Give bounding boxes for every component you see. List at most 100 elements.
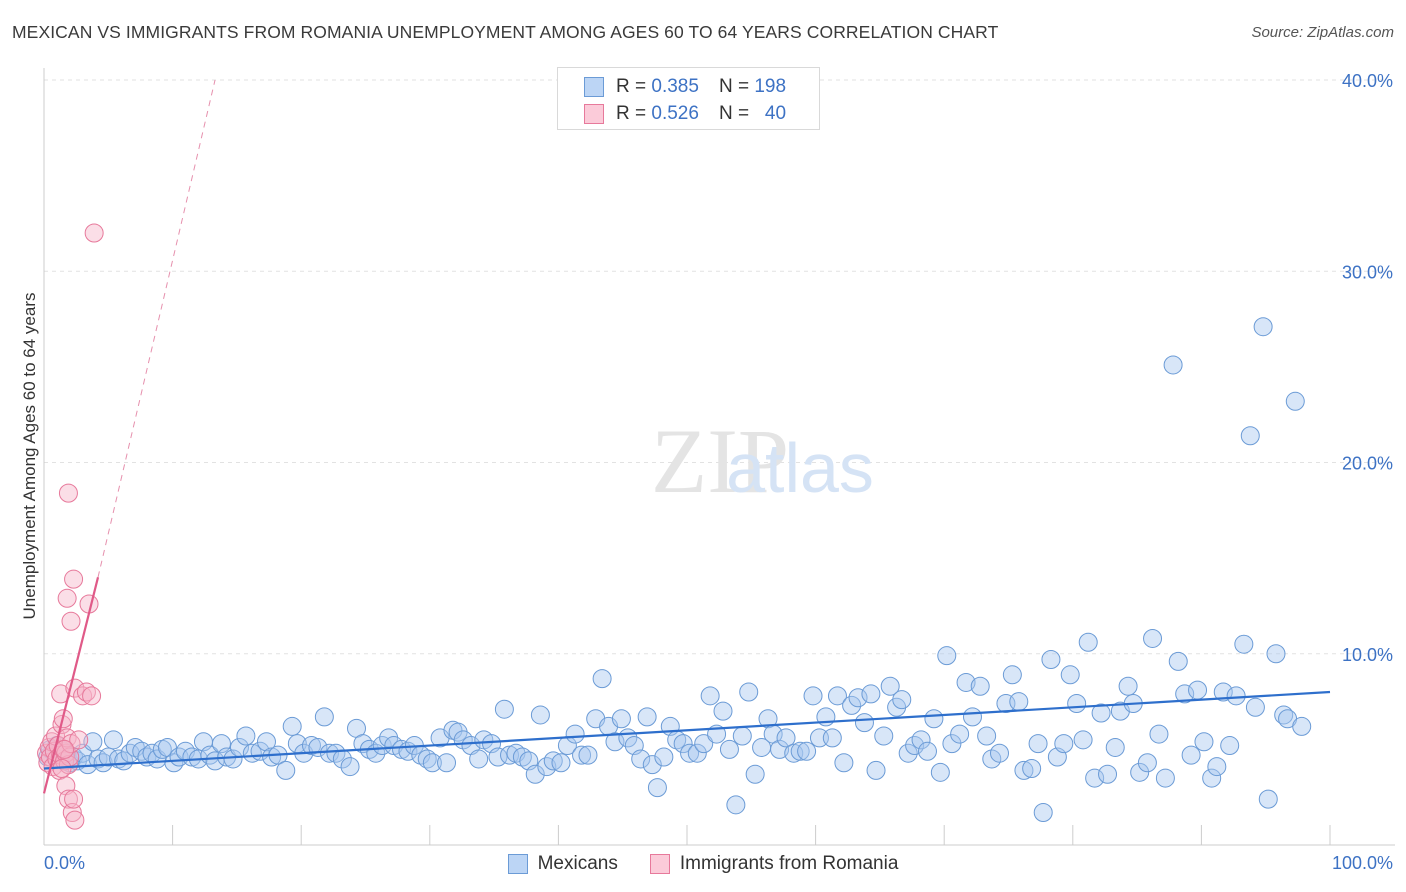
mexicans-point bbox=[572, 745, 592, 765]
mexicans-point bbox=[977, 726, 997, 746]
romania-point bbox=[55, 751, 75, 771]
mexicans-point bbox=[1022, 759, 1042, 778]
romania-point bbox=[84, 223, 104, 243]
stats-row-mexicans: R = 0.385 N = 198 bbox=[584, 74, 786, 100]
mexicans-point bbox=[924, 709, 944, 729]
n-label: N = bbox=[718, 76, 750, 97]
mexicans-point bbox=[1009, 692, 1029, 712]
mexicans-point bbox=[937, 646, 957, 666]
mexicans-point bbox=[422, 753, 442, 773]
mexicans-point bbox=[1274, 705, 1294, 725]
mexicans-point bbox=[262, 747, 282, 767]
axes bbox=[43, 68, 1395, 846]
romania-point bbox=[82, 686, 102, 706]
mexicans-point bbox=[982, 749, 1002, 769]
mexicans-point bbox=[1207, 757, 1227, 777]
mexicans-point bbox=[494, 699, 514, 719]
mexicans-point bbox=[1098, 764, 1118, 784]
mexicans-point bbox=[842, 695, 862, 715]
mexicans-point bbox=[1130, 762, 1150, 782]
mexicans-point bbox=[726, 795, 746, 815]
mexicans-point bbox=[694, 734, 714, 754]
mexicans-point bbox=[1258, 789, 1278, 809]
mexicans-point bbox=[1202, 768, 1222, 788]
romania-point bbox=[64, 569, 84, 589]
mexicans-point bbox=[880, 676, 900, 696]
mexicans-point bbox=[164, 753, 184, 773]
watermark-zip: ZIP bbox=[651, 410, 789, 512]
mexicans-point bbox=[1091, 703, 1111, 723]
source-label: Source: ZipAtlas.com bbox=[1251, 24, 1394, 41]
mexicans-point bbox=[956, 672, 976, 692]
mexicans-point bbox=[1285, 391, 1305, 411]
mexicans-point bbox=[301, 736, 321, 756]
mexicans-point bbox=[739, 682, 759, 702]
mexicans-point bbox=[1240, 426, 1260, 446]
mexicans-point bbox=[700, 686, 720, 706]
stats-row-romania: R = 0.526 N = 40 bbox=[584, 101, 786, 127]
mexicans-point bbox=[654, 747, 674, 767]
mexicans-point bbox=[1234, 634, 1254, 654]
mexicans-point bbox=[114, 751, 134, 771]
mexicans-point bbox=[970, 676, 990, 696]
mexicans-point bbox=[592, 669, 612, 689]
mexicans-point bbox=[565, 724, 585, 744]
mexicans-point bbox=[1266, 644, 1286, 664]
mexicans-point bbox=[827, 686, 847, 706]
y-tick-label: 40.0% bbox=[1342, 71, 1393, 91]
mexicans-point bbox=[1014, 760, 1034, 780]
mexicans-point bbox=[680, 743, 700, 763]
romania-point bbox=[55, 739, 75, 759]
romania-point bbox=[69, 730, 89, 750]
romania-point bbox=[65, 810, 85, 830]
r-value-mexicans: 0.385 bbox=[651, 76, 699, 97]
mexicans-point bbox=[898, 743, 918, 763]
mexicans-point bbox=[866, 760, 886, 780]
mexicans-point bbox=[392, 739, 412, 759]
mexicans-point bbox=[1067, 693, 1087, 713]
mexicans-point bbox=[282, 716, 302, 736]
mexicans-point bbox=[1155, 768, 1175, 788]
romania-swatch bbox=[584, 104, 604, 124]
mexicans-point bbox=[103, 730, 123, 750]
mexicans-point bbox=[942, 734, 962, 754]
mexicans-point bbox=[93, 753, 113, 773]
mexicans-point bbox=[319, 743, 339, 763]
mexicans-point bbox=[1292, 716, 1312, 736]
gridlines bbox=[44, 79, 1395, 655]
mexicans-point bbox=[822, 728, 842, 748]
mexicans-point bbox=[1168, 651, 1188, 671]
mexicans-point bbox=[276, 760, 296, 780]
romania-point bbox=[64, 789, 84, 809]
romania-point bbox=[76, 682, 96, 702]
mexicans-point bbox=[1073, 730, 1093, 750]
mexicans-point bbox=[917, 741, 937, 761]
romania-trend-extension bbox=[97, 79, 216, 578]
mexicans-point bbox=[1226, 686, 1246, 706]
mexicans-point bbox=[437, 753, 457, 773]
y-tick-label: 10.0% bbox=[1342, 645, 1393, 665]
mexicans-point bbox=[256, 732, 276, 752]
mexicans-trend-line bbox=[43, 690, 1331, 770]
mexicans-point bbox=[1149, 724, 1169, 744]
mexicans-points bbox=[38, 317, 1312, 822]
mexicans-point bbox=[989, 743, 1009, 763]
chart-title: MEXICAN VS IMMIGRANTS FROM ROMANIA UNEMP… bbox=[12, 22, 999, 42]
r-label: R = bbox=[616, 103, 647, 124]
mexicans-point bbox=[578, 745, 598, 765]
mexicans-point bbox=[1253, 317, 1273, 337]
trend-lines bbox=[42, 79, 1331, 794]
n-label: N = bbox=[718, 103, 750, 124]
mexicans-point bbox=[372, 736, 392, 756]
n-value-mexicans: 198 bbox=[754, 76, 787, 97]
mexicans-legend-swatch bbox=[507, 854, 528, 874]
mexicans-point bbox=[637, 707, 657, 727]
mexicans-point bbox=[1163, 355, 1183, 375]
watermark-atlas: atlas bbox=[726, 429, 874, 507]
mexicans-point bbox=[1175, 684, 1195, 704]
mexicans-point bbox=[673, 734, 693, 754]
mexicans-point bbox=[1078, 632, 1098, 652]
mexicans-point bbox=[790, 741, 810, 761]
mexicans-point bbox=[1028, 734, 1048, 754]
mexicans-point bbox=[1118, 676, 1138, 696]
